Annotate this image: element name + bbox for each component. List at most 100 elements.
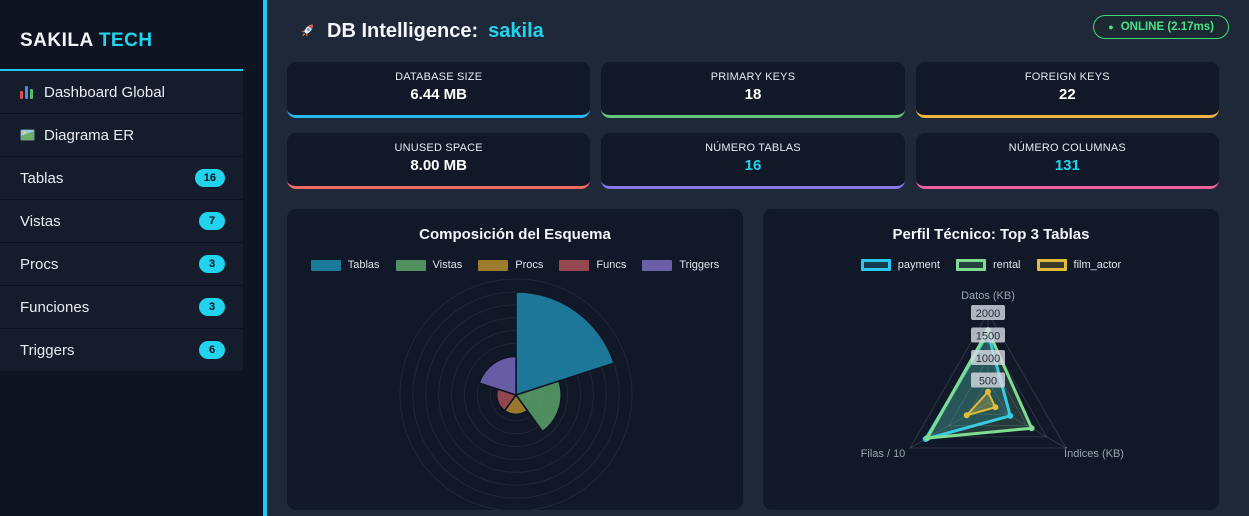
radar-grid-ring	[909, 312, 1067, 449]
status-dot-icon: ●	[1108, 21, 1114, 32]
radar-tick-backdrop	[971, 305, 1005, 320]
legend-swatch	[955, 259, 986, 271]
radar-point-rental[interactable]	[1028, 425, 1035, 432]
radar-tick-label: 1500	[976, 331, 1000, 343]
legend-item-rental[interactable]: rental	[955, 259, 1021, 271]
stat-label: NÚMERO COLUMNAS	[1008, 142, 1126, 154]
sidebar-item-tablas[interactable]: Tablas 16	[0, 157, 243, 200]
legend-label: Triggers	[679, 259, 720, 271]
legend-item-tablas[interactable]: Tablas	[310, 259, 380, 271]
count-badge: 16	[194, 169, 225, 187]
sidebar-menu: Dashboard Global Diagrama ER Tablas 16 Vista…	[0, 71, 243, 372]
stat-label: PRIMARY KEYS	[710, 71, 796, 83]
stat-value: 16	[744, 157, 762, 174]
sidebar-item-label: Triggers	[20, 341, 75, 359]
radar-grid-ring	[928, 334, 1048, 438]
polar-chart-title: Composición del Esquema	[419, 226, 611, 243]
radar-chart-title: Perfil Técnico: Top 3 Tablas	[892, 226, 1090, 243]
bar-chart-icon	[20, 85, 35, 99]
radar-grid-ring	[967, 379, 1009, 415]
stat-card-database-size: DATABASE SIZE 6.44 MB	[287, 62, 591, 118]
legend-item-triggers[interactable]: Triggers	[642, 259, 719, 271]
sidebar-item-left: Triggers	[20, 342, 199, 359]
stat-value: 8.00 MB	[410, 157, 468, 174]
status-badge: ● ONLINE (2.17ms)	[1093, 15, 1229, 39]
sidebar-item-label: Dashboard Global	[44, 83, 165, 101]
legend-label: film_actor	[1073, 259, 1122, 271]
radar-point-film-actor[interactable]	[963, 412, 970, 419]
radar-point-film-actor[interactable]	[985, 388, 991, 395]
legend-swatch	[860, 259, 891, 271]
sidebar-item-left: Tablas	[20, 170, 195, 187]
legend-item-vistas[interactable]: Vistas	[395, 259, 463, 271]
legend-swatch	[1036, 259, 1067, 271]
stats-grid: DATABASE SIZE 6.44 MB PRIMARY KEYS 18 FOREIG…	[287, 62, 1219, 189]
polar-sector-tablas[interactable]	[515, 291, 616, 397]
radar-axis-label-indices-kb: Índices (KB)	[1064, 447, 1124, 460]
radar-tick-backdrop	[971, 372, 1005, 388]
sidebar-item-label: Procs	[20, 255, 59, 273]
sidebar-item-vistas[interactable]: Vistas 7	[0, 200, 243, 243]
legend-item-funcs[interactable]: Funcs	[559, 259, 626, 271]
count-badge: 6	[199, 341, 225, 359]
legend-label: Procs	[515, 259, 544, 271]
polar-sector-vistas[interactable]	[514, 380, 562, 433]
legend-item-film-actor[interactable]: film_actor	[1036, 259, 1122, 271]
legend-swatch	[478, 259, 509, 271]
main-content: DB Intelligence: sakila ● ONLINE (2.17ms…	[267, 0, 1249, 516]
legend-label: payment	[897, 259, 940, 271]
radar-tick-backdrop	[971, 327, 1005, 343]
polar-chart-canvas[interactable]	[287, 209, 741, 510]
logo-secondary: TECH	[98, 30, 153, 51]
radar-series-film-actor[interactable]	[965, 390, 997, 417]
app-logo: SAKILA TECH	[0, 0, 263, 52]
stat-card-primary-keys: PRIMARY KEYS 18	[601, 62, 905, 118]
picture-icon	[20, 129, 35, 141]
stat-label: UNUSED SPACE	[394, 142, 483, 154]
sidebar-item-left: Funciones	[20, 299, 199, 316]
sidebar-item-procs[interactable]: Procs 3	[0, 243, 243, 286]
radar-grid-ring	[948, 356, 1028, 426]
stat-card-foreign-keys: FOREIGN KEYS 22	[915, 62, 1219, 118]
stat-label: FOREIGN KEYS	[1024, 71, 1110, 83]
stat-value: 18	[744, 86, 762, 103]
polar-sector-triggers[interactable]	[478, 355, 517, 397]
stat-card-numero-tablas: NÚMERO TABLAS 16	[601, 133, 905, 189]
radar-tick-backdrop	[971, 350, 1005, 365]
rocket-icon	[300, 24, 313, 38]
radar-tick-label: 500	[979, 376, 997, 388]
status-label: ONLINE (2.17ms)	[1120, 21, 1214, 33]
radar-point-rental[interactable]	[924, 435, 931, 442]
radar-tick-label: 1000	[976, 353, 1000, 365]
stat-value: 131	[1054, 157, 1080, 174]
legend-item-procs[interactable]: Procs	[478, 259, 543, 271]
sidebar: SAKILA TECH Dashboard Global Diagrama ER T…	[0, 0, 267, 516]
sidebar-item-dashboard-global[interactable]: Dashboard Global	[0, 71, 243, 114]
sidebar-item-label: Vistas	[20, 212, 61, 230]
count-badge: 7	[199, 212, 225, 230]
legend-swatch	[310, 259, 341, 271]
polar-grid-ring	[399, 278, 633, 510]
radar-point-film-actor[interactable]	[992, 404, 999, 411]
radar-chart-canvas[interactable]: 500 1000 1500 2000 Datos (KB) Índices (KB) Fil…	[763, 209, 1217, 510]
database-name: sakila	[488, 19, 544, 42]
sidebar-item-left: Dashboard Global	[20, 84, 225, 101]
main-header: DB Intelligence: sakila ● ONLINE (2.17ms…	[267, 0, 1249, 46]
stat-card-unused-space: UNUSED SPACE 8.00 MB	[287, 133, 591, 189]
sidebar-item-triggers[interactable]: Triggers 6	[0, 329, 243, 372]
radar-point-payment[interactable]	[1007, 412, 1014, 419]
sidebar-item-label: Tablas	[20, 169, 64, 187]
radar-tick-label: 2000	[976, 308, 1000, 320]
legend-label: Vistas	[432, 259, 463, 271]
logo-divider	[0, 69, 243, 71]
legend-item-payment[interactable]: payment	[860, 259, 940, 271]
radar-chart-card: Perfil Técnico: Top 3 Tablas payment rent…	[763, 209, 1219, 510]
legend-label: Funcs	[596, 259, 627, 271]
stat-card-numero-columnas: NÚMERO COLUMNAS 131	[915, 133, 1219, 189]
radar-axis-label-filas-10: Filas / 10	[861, 448, 906, 460]
sidebar-item-left: Diagrama ER	[20, 127, 225, 144]
logo-primary: SAKILA	[20, 30, 94, 51]
sidebar-item-diagrama-er[interactable]: Diagrama ER	[0, 114, 243, 157]
sidebar-item-funciones[interactable]: Funciones 3	[0, 286, 243, 329]
